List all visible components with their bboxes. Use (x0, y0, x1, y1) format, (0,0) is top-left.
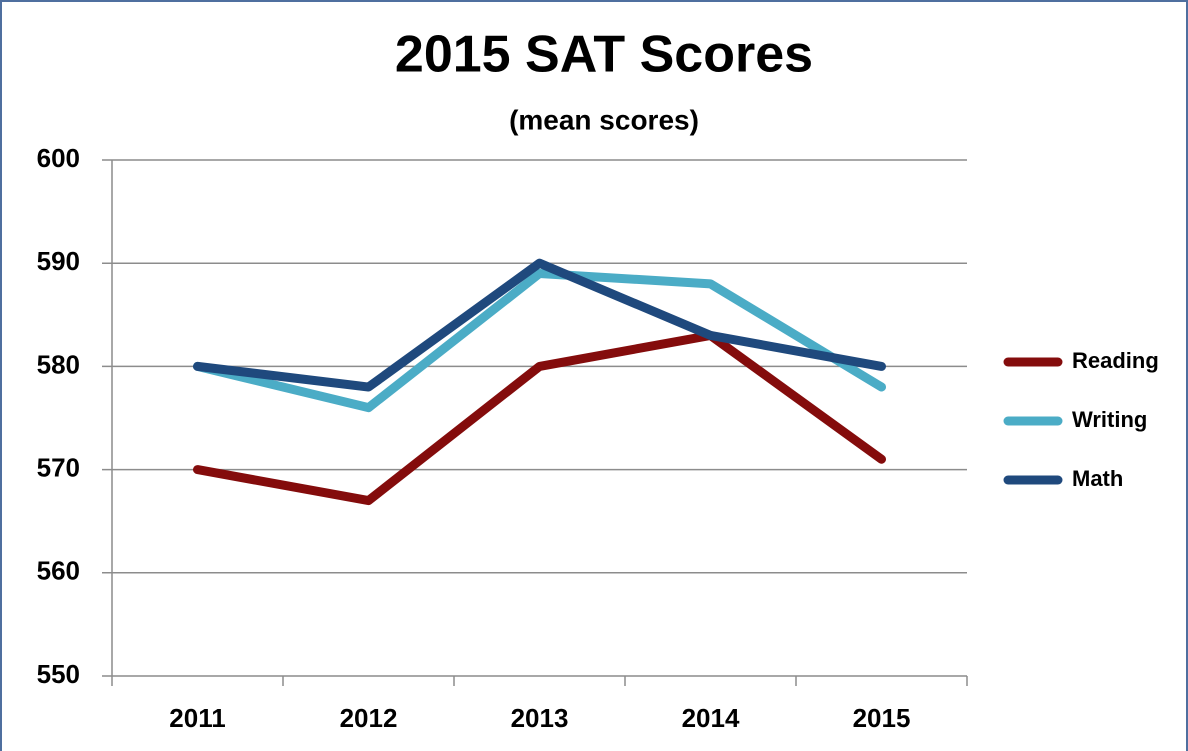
y-tick-label: 570 (37, 452, 80, 482)
legend-label: Writing (1072, 407, 1147, 432)
legend-label: Math (1072, 466, 1123, 491)
y-tick-label: 580 (37, 349, 80, 379)
y-tick-label: 600 (37, 143, 80, 173)
series-line (193, 269, 886, 413)
x-tick-label: 2013 (511, 703, 569, 733)
x-tick-label: 2014 (682, 703, 740, 733)
series-line (193, 330, 886, 506)
legend-label: Reading (1072, 348, 1159, 373)
x-tick-label: 2015 (853, 703, 911, 733)
y-tick-label: 560 (37, 556, 80, 586)
series-line (193, 258, 886, 392)
chart-subtitle: (mean scores) (509, 104, 699, 135)
y-tick-label: 550 (37, 659, 80, 689)
x-tick-label: 2011 (169, 703, 225, 733)
y-tick-label: 590 (37, 246, 80, 276)
x-tick-label: 2012 (340, 703, 398, 733)
chart-title: 2015 SAT Scores (395, 26, 813, 84)
